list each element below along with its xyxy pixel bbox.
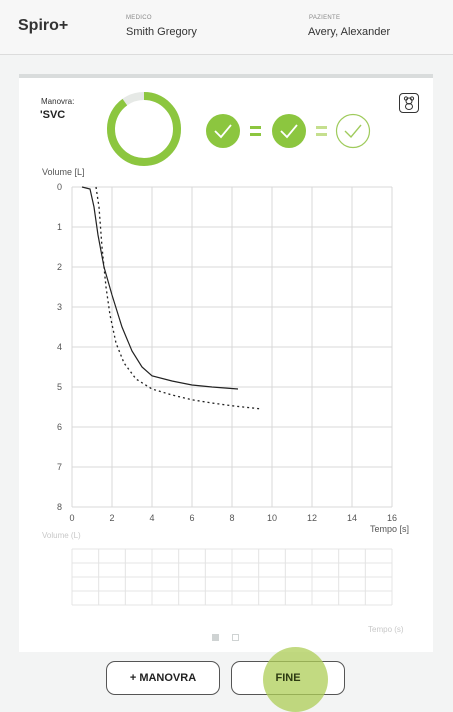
- y-tick-label: 7: [57, 462, 62, 472]
- x-tick-label: 16: [387, 513, 397, 523]
- check-icon: [272, 114, 306, 148]
- series-dotted-line: [95, 186, 263, 410]
- x-tick-label: 12: [307, 513, 317, 523]
- y-tick-label: 3: [57, 302, 62, 312]
- check-pending-icon: [335, 113, 371, 149]
- finish-button[interactable]: FINE: [275, 672, 301, 684]
- test-card: Manovra: 'SVC: [19, 74, 433, 652]
- x-tick-label: 8: [229, 513, 234, 523]
- y-tick-label: 4: [57, 342, 62, 352]
- progress-ring-fill: [107, 92, 181, 166]
- touch-ripple: [263, 647, 328, 712]
- equals-icon: [250, 126, 261, 136]
- y-tick-labels: 0 1 2 3 4 5 6 7 8: [57, 182, 62, 512]
- x-tick-label: 10: [267, 513, 277, 523]
- x-tick-label: 2: [109, 513, 114, 523]
- y-tick-label: 8: [57, 502, 62, 512]
- x-tick-label: 6: [189, 513, 194, 523]
- medico-value: Smith Gregory: [126, 26, 197, 38]
- maneuver-value: 'SVC: [40, 109, 66, 121]
- x-axis-label: Tempo [s]: [370, 524, 409, 534]
- equals-icon: [316, 126, 327, 136]
- mini-chart-grid: [71, 548, 393, 606]
- chart-grid: [71, 186, 393, 508]
- check-icon: [206, 114, 240, 148]
- y-axis-label: Volume [L]: [42, 167, 85, 177]
- paziente-label: PAZIENTE: [309, 15, 341, 21]
- paziente-value: Avery, Alexander: [308, 26, 391, 38]
- app-header: Spiro+ MEDICO Smith Gregory PAZIENTE Ave…: [0, 0, 453, 55]
- x-tick-label: 0: [69, 513, 74, 523]
- kid-mode-button[interactable]: [399, 93, 419, 113]
- mini-y-axis-label: Volume (L): [42, 531, 81, 540]
- status-graphics: [107, 92, 371, 166]
- series-solid-line: [81, 186, 239, 390]
- mini-x-axis-label: Tempo (s): [368, 625, 404, 634]
- teddy-bear-icon: [403, 96, 415, 110]
- add-maneuver-button[interactable]: + MANOVRA: [106, 661, 220, 695]
- y-tick-label: 0: [57, 182, 62, 192]
- medico-label: MEDICO: [126, 15, 152, 21]
- y-tick-label: 1: [57, 222, 62, 232]
- x-tick-label: 4: [149, 513, 154, 523]
- app-title: Spiro+: [18, 17, 69, 34]
- x-tick-label: 14: [347, 513, 357, 523]
- maneuver-label: Manovra:: [41, 97, 75, 106]
- y-tick-label: 6: [57, 422, 62, 432]
- y-tick-label: 5: [57, 382, 62, 392]
- y-tick-label: 2: [57, 262, 62, 272]
- page-dot-active[interactable]: [212, 634, 219, 641]
- x-tick-labels: 0 2 4 6 8 10 12 14 16: [69, 513, 397, 523]
- page-dot[interactable]: [232, 634, 239, 641]
